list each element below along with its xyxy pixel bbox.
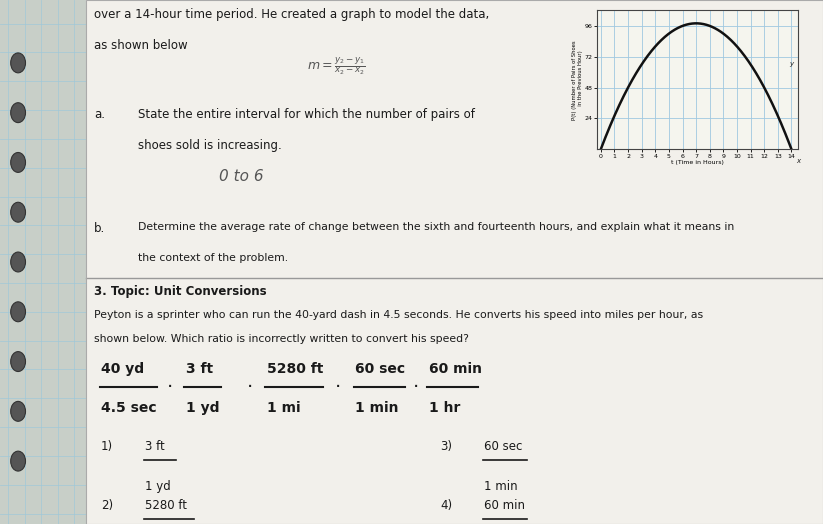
- Text: over a 14-hour time period. He created a graph to model the data,: over a 14-hour time period. He created a…: [94, 8, 489, 21]
- Text: Peyton is a sprinter who can run the 40-yard dash in 4.5 seconds. He converts hi: Peyton is a sprinter who can run the 40-…: [94, 310, 703, 320]
- Text: 1 mi: 1 mi: [267, 401, 300, 415]
- Text: x: x: [796, 158, 801, 165]
- Text: $m = \frac{y_2 - y_1}{x_2 - x_2}$: $m = \frac{y_2 - y_1}{x_2 - x_2}$: [307, 56, 366, 77]
- Text: 40 yd: 40 yd: [101, 362, 144, 376]
- Text: 0 to 6: 0 to 6: [219, 169, 263, 184]
- Text: y: y: [788, 61, 793, 67]
- Text: 60 min: 60 min: [484, 499, 525, 512]
- Text: 3 ft: 3 ft: [146, 440, 165, 453]
- Text: 1): 1): [101, 440, 114, 453]
- X-axis label: t (Time in Hours): t (Time in Hours): [671, 160, 724, 165]
- Text: 60 sec: 60 sec: [484, 440, 523, 453]
- Text: a.: a.: [94, 108, 105, 122]
- Text: b.: b.: [94, 222, 105, 235]
- Text: 3): 3): [440, 440, 452, 453]
- Text: 60 sec: 60 sec: [356, 362, 406, 376]
- Text: 1 min: 1 min: [356, 401, 399, 415]
- Text: 3. Topic: Unit Conversions: 3. Topic: Unit Conversions: [94, 285, 267, 298]
- Text: 1 yd: 1 yd: [146, 479, 171, 493]
- Text: 5280 ft: 5280 ft: [267, 362, 323, 376]
- Text: 60 min: 60 min: [429, 362, 482, 376]
- Text: ·: ·: [247, 378, 253, 397]
- Text: ·: ·: [166, 378, 173, 397]
- Text: ·: ·: [412, 378, 419, 397]
- Text: State the entire interval for which the number of pairs of: State the entire interval for which the …: [138, 108, 475, 122]
- Text: Determine the average rate of change between the sixth and fourteenth hours, and: Determine the average rate of change bet…: [138, 222, 734, 232]
- Text: ·: ·: [335, 378, 342, 397]
- Text: 1 min: 1 min: [484, 479, 518, 493]
- Text: 4.5 sec: 4.5 sec: [101, 401, 156, 415]
- Text: 4): 4): [440, 499, 452, 512]
- Text: 2): 2): [101, 499, 114, 512]
- Text: 1 yd: 1 yd: [186, 401, 220, 415]
- Y-axis label: P(t) (Number of Pairs of Shoes
  in the Previous Hour): P(t) (Number of Pairs of Shoes in the Pr…: [572, 40, 584, 119]
- Text: shown below. Which ratio is incorrectly written to convert his speed?: shown below. Which ratio is incorrectly …: [94, 334, 468, 344]
- Text: 5280 ft: 5280 ft: [146, 499, 188, 512]
- Text: 3 ft: 3 ft: [186, 362, 213, 376]
- Text: shoes sold is increasing.: shoes sold is increasing.: [138, 139, 281, 152]
- Text: 1 hr: 1 hr: [429, 401, 460, 415]
- Text: as shown below: as shown below: [94, 39, 188, 52]
- Text: the context of the problem.: the context of the problem.: [138, 253, 288, 263]
